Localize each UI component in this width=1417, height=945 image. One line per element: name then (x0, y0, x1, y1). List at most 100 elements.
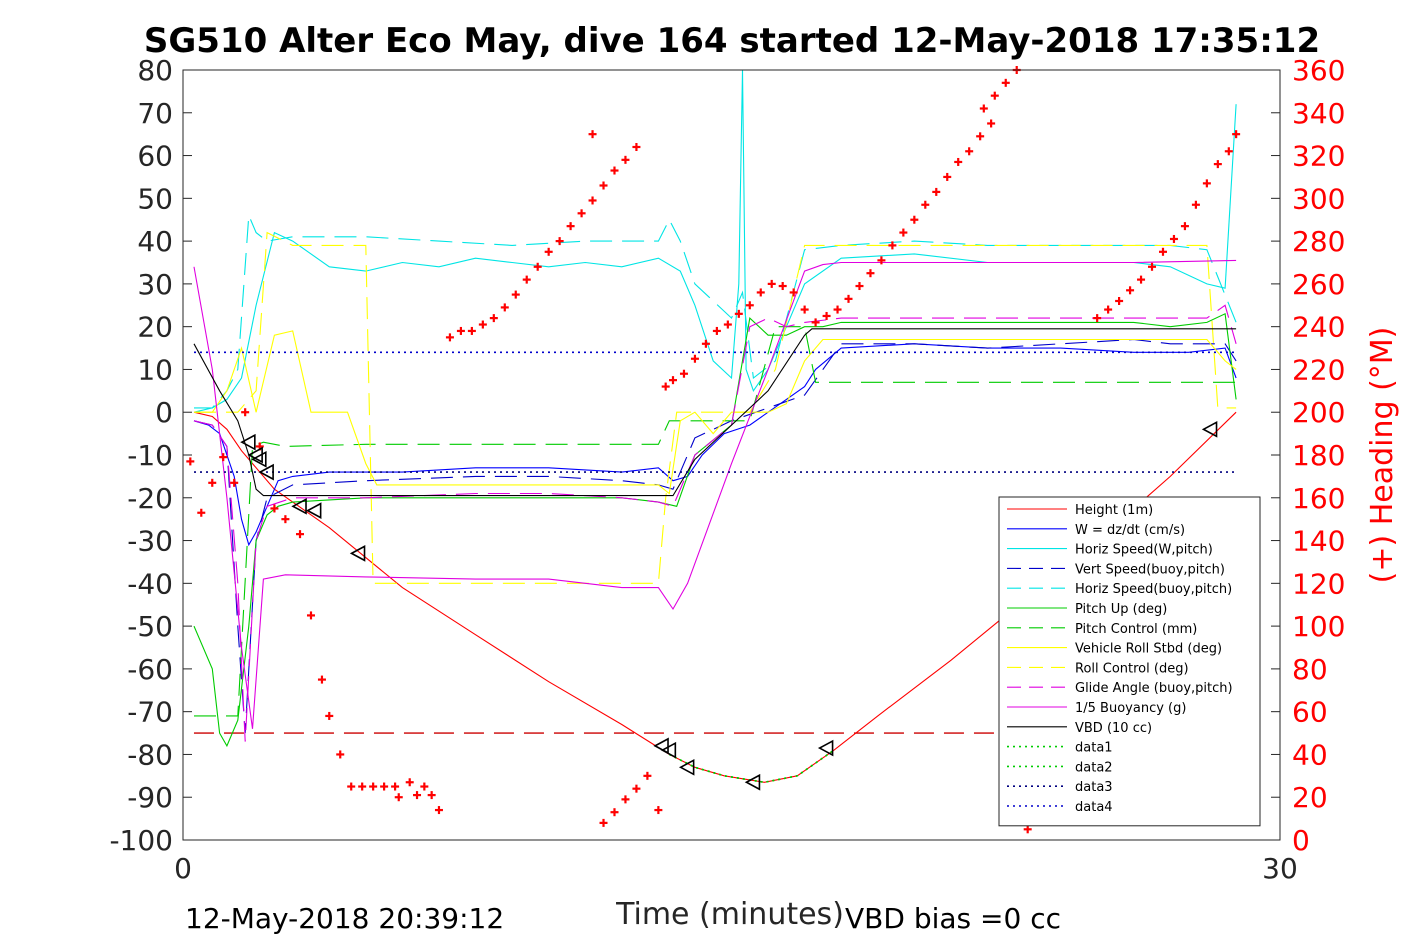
heading-point (599, 818, 608, 827)
heading-point (943, 172, 952, 181)
heading-point (734, 309, 743, 318)
series-line-pitch-up-deg (193, 312, 1237, 748)
heading-point (456, 326, 465, 335)
heading-point (654, 806, 663, 815)
heading-point (643, 771, 652, 780)
heading-point (690, 354, 699, 363)
legend-label: Pitch Control (mm) (1075, 622, 1197, 637)
legend-label: data1 (1075, 741, 1113, 756)
heading-point (979, 104, 988, 113)
heading-point (661, 382, 670, 391)
y-tick-label-right: 280 (1292, 225, 1345, 258)
heading-point (533, 262, 542, 271)
heading-point (712, 326, 721, 335)
heading-point (921, 200, 930, 209)
heading-point (544, 247, 553, 256)
heading-point (420, 782, 429, 791)
x-axis-label: Time (minutes) (615, 897, 844, 932)
heading-point (778, 282, 787, 291)
heading-point (405, 778, 414, 787)
y-tick-label-right: 320 (1292, 140, 1345, 173)
y-tick-label-left: -10 (127, 439, 173, 472)
legend-label: Height (1m) (1075, 503, 1153, 518)
heading-point (976, 132, 985, 141)
heading-point (566, 222, 575, 231)
y-tick-label-right: 40 (1292, 738, 1328, 771)
heading-point (394, 793, 403, 802)
heading-point (610, 808, 619, 817)
heading-point (208, 478, 217, 487)
series-line-vehicle-roll-stbd-deg (194, 330, 1237, 495)
heading-point (1115, 297, 1124, 305)
y-tick-label-right: 220 (1292, 353, 1345, 386)
y-tick-label-right: 60 (1292, 696, 1328, 729)
legend-label: Roll Control (deg) (1075, 661, 1189, 676)
heading-point (987, 119, 996, 128)
y-tick-label-left: -60 (127, 653, 173, 686)
heading-point (632, 784, 641, 793)
axis-ticks: 80706050403020100-10-20-30-40-50-60-70-8… (109, 54, 1345, 885)
triangle-marker (660, 741, 677, 759)
y-tick-label-right: 240 (1292, 311, 1345, 344)
heading-point (910, 215, 919, 224)
triangle-marker (653, 737, 669, 755)
heading-point (723, 320, 732, 329)
series-line-height-1m (193, 411, 1237, 783)
y-tick-label-left: -40 (127, 567, 173, 600)
heading-point (833, 305, 842, 314)
heading-point (413, 791, 422, 800)
series-line-glide-angle-buoy-pitch (193, 304, 1237, 742)
triangle-marker (291, 497, 307, 515)
heading-point (888, 241, 897, 250)
triangle-marker (1201, 420, 1218, 438)
heading-point (467, 326, 476, 335)
heading-point (427, 791, 436, 800)
x-tick-label: 30 (1262, 852, 1298, 885)
legend-label: Vert Speed(buoy,pitch) (1075, 562, 1225, 577)
heading-point (186, 457, 195, 466)
heading-point (866, 269, 875, 278)
y-tick-label-left: -80 (127, 738, 173, 771)
y-tick-label-right: 140 (1292, 525, 1345, 558)
heading-point (1104, 305, 1113, 314)
triangle-marker (305, 502, 322, 519)
y-axis-label-right: (+) Heading (°M) (1365, 327, 1400, 584)
heading-point (1180, 222, 1189, 231)
chart-title: SG510 Alter Eco May, dive 164 started 12… (144, 21, 1320, 61)
series-line-roll-control-deg (194, 231, 1237, 584)
heading-point (588, 130, 597, 139)
heading-point (577, 209, 586, 218)
legend-label: data4 (1075, 800, 1113, 815)
legend-label: Horiz Speed(W,pitch) (1075, 543, 1213, 558)
heading-point (954, 157, 963, 166)
y-tick-label-left: 0 (155, 396, 173, 429)
y-tick-label-left: -50 (127, 610, 173, 643)
legend-label: data3 (1075, 780, 1113, 795)
triangle-marker (744, 773, 761, 791)
triangle-marker (817, 739, 834, 757)
heading-point (270, 504, 279, 513)
footer-vbd-bias: VBD bias =0 cc (845, 902, 1061, 935)
heading-point (380, 782, 389, 791)
series-line-vert-speed-buoy-pitch (193, 338, 1237, 734)
heading-point (877, 256, 886, 265)
y-tick-label-left: 20 (137, 311, 173, 344)
y-tick-label-right: 80 (1292, 653, 1328, 686)
heading-point (347, 782, 356, 791)
y-tick-label-right: 360 (1292, 54, 1345, 87)
heading-point (990, 91, 999, 100)
legend-label: Vehicle Roll Stbd (deg) (1075, 642, 1222, 657)
y-tick-label-right: 160 (1292, 482, 1345, 515)
heading-point (621, 155, 630, 164)
heading-point (230, 478, 239, 487)
y-tick-label-left: 80 (137, 54, 173, 87)
heading-point (358, 782, 367, 791)
legend-label: data2 (1075, 760, 1113, 775)
heading-point (800, 305, 809, 314)
legend-label: Glide Angle (buoy,pitch) (1075, 681, 1233, 696)
heading-point (434, 806, 443, 815)
y-tick-label-right: 20 (1292, 781, 1328, 814)
heading-point (599, 181, 608, 190)
heading-point (369, 782, 378, 791)
